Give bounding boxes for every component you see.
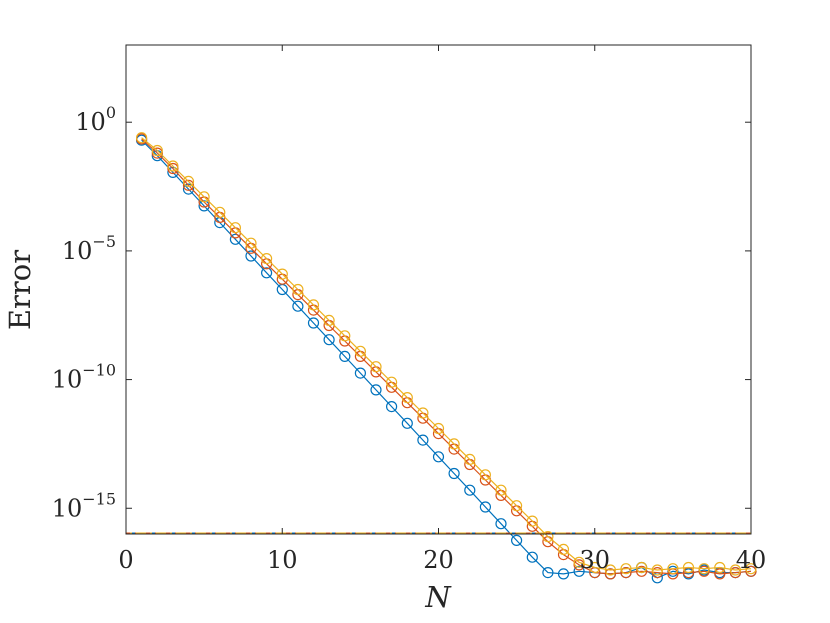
data-point [339,330,351,342]
data-point [729,564,742,576]
data-point [136,132,148,144]
data-point [182,179,195,191]
data-point [370,384,382,396]
data-point [526,515,538,527]
plot-area [126,45,751,534]
data-point [510,500,523,512]
data-point [745,565,757,577]
data-point [229,233,241,245]
data-point [401,392,413,404]
data-point [323,334,335,346]
data-point [276,268,288,280]
data-point [182,175,195,187]
data-point [292,300,304,312]
data-point [542,530,554,543]
data-point [417,407,429,419]
data-point [448,467,460,480]
data-point [745,563,757,575]
y-tick-label: 100 [75,103,116,136]
data-point [229,222,241,234]
ticks-layer: 0 10 20 30 40 100 10−5 10−10 10−15 [52,45,767,574]
data-point [479,469,491,481]
data-point [698,563,710,575]
marks-layer [136,132,757,584]
data-point [651,564,663,576]
series-3 [136,132,757,576]
data-point [729,566,742,579]
data-point [151,147,163,159]
data-point [651,566,663,579]
data-point [526,551,538,563]
data-point [401,417,413,429]
data-point [198,200,210,212]
x-tick-label: 20 [423,546,454,574]
data-point [589,561,601,574]
data-point [370,361,382,373]
data-point [682,561,695,574]
data-point [557,568,570,580]
data-point [620,563,632,575]
data-point [214,206,226,218]
y-tick-label: 10−5 [62,232,116,265]
series-line [141,139,752,579]
data-point [667,565,679,577]
data-point [464,453,476,465]
data-point [573,556,585,568]
data-point [432,451,445,463]
x-tick-label: 40 [736,546,767,574]
data-point [635,561,648,574]
data-point [339,350,351,362]
data-point [635,565,648,577]
data-point [245,250,257,262]
x-axis-label: N [424,580,452,614]
y-axis-label: Error [3,250,37,330]
data-point [604,568,617,580]
data-point [698,565,710,577]
data-point [573,565,585,577]
data-point [354,345,366,357]
data-point [495,518,507,530]
data-point [620,566,632,579]
series-line [141,137,752,571]
y-tick-label: 10−15 [52,489,116,522]
data-point [354,367,366,379]
data-point [182,183,195,195]
data-point [386,401,398,413]
x-tick-label: 10 [267,546,298,574]
series-line [141,138,752,575]
data-point [307,299,320,311]
data-point [557,543,570,556]
data-point [198,191,210,203]
data-point [386,376,398,388]
data-point [604,564,617,576]
data-point [307,317,320,329]
data-point [245,237,257,249]
data-point [448,438,460,450]
data-point [417,434,429,446]
data-point [479,501,491,513]
data-point [432,422,445,435]
data-point [510,534,523,547]
data-point [495,484,507,496]
data-point [464,484,476,496]
data-point [667,563,679,575]
data-point [261,253,273,265]
data-point [261,267,273,279]
x-tick-label: 0 [118,546,133,574]
y-tick-label: 10−10 [52,361,116,394]
x-tick-label: 30 [579,546,610,574]
data-point [542,566,554,579]
data-point [714,568,726,580]
data-point [151,144,163,157]
data-point [323,314,335,326]
data-point [292,283,304,296]
series-1 [136,134,757,584]
data-point [167,160,179,172]
data-point [714,561,726,574]
data-point [573,559,585,571]
data-point [167,166,179,178]
